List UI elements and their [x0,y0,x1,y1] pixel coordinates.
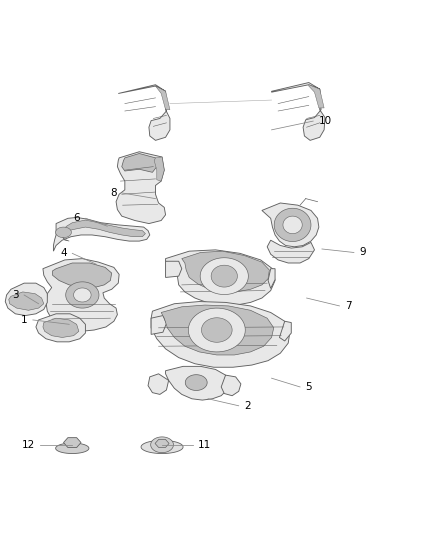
Text: 8: 8 [110,188,117,198]
Polygon shape [182,251,269,292]
Polygon shape [43,318,79,337]
Polygon shape [166,250,275,305]
Polygon shape [151,437,173,453]
Text: 3: 3 [12,290,19,300]
Polygon shape [262,203,319,247]
Polygon shape [309,85,324,108]
Polygon shape [268,269,275,288]
Polygon shape [166,261,182,278]
Polygon shape [283,216,302,233]
Polygon shape [61,220,145,241]
Text: 7: 7 [345,301,351,311]
Polygon shape [53,217,150,251]
Text: 5: 5 [305,382,312,392]
Polygon shape [200,258,248,295]
Polygon shape [36,314,85,342]
Polygon shape [9,292,44,310]
Text: 2: 2 [244,401,251,411]
Text: 9: 9 [359,247,366,257]
Polygon shape [122,154,157,172]
Polygon shape [74,288,91,302]
Polygon shape [185,375,207,391]
Text: 4: 4 [60,248,67,259]
Polygon shape [221,375,241,395]
Polygon shape [151,302,290,367]
Polygon shape [118,85,170,140]
Polygon shape [64,438,81,448]
Polygon shape [141,440,183,454]
Polygon shape [188,308,245,352]
Polygon shape [211,265,237,287]
Polygon shape [148,374,169,394]
Polygon shape [56,443,89,454]
Polygon shape [56,227,71,238]
Polygon shape [166,366,229,400]
Polygon shape [161,305,274,355]
Polygon shape [154,157,164,181]
Polygon shape [5,283,47,316]
Polygon shape [53,263,112,287]
Polygon shape [116,152,166,223]
Text: 10: 10 [318,116,332,126]
Polygon shape [267,240,314,263]
Polygon shape [279,321,291,341]
Polygon shape [151,316,166,334]
Polygon shape [272,83,325,140]
Polygon shape [201,318,232,342]
Text: 6: 6 [74,213,80,223]
Text: 11: 11 [198,440,211,450]
Polygon shape [66,282,99,308]
Polygon shape [274,208,311,241]
Text: 12: 12 [22,440,35,450]
Polygon shape [43,259,119,332]
Polygon shape [155,440,169,447]
Text: 1: 1 [21,315,28,325]
Polygon shape [155,86,170,110]
